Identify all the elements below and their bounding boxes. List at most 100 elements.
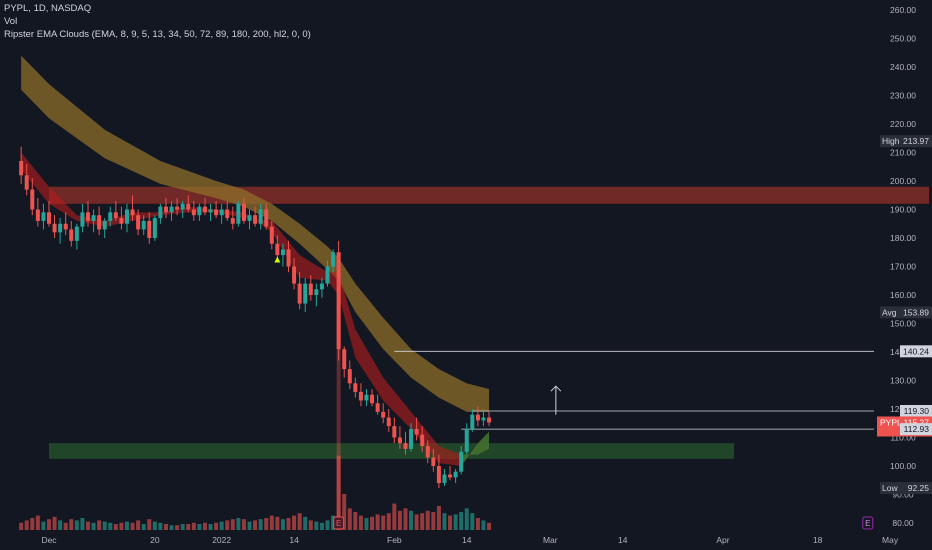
earnings-marker (862, 516, 874, 530)
x-tick-label: May (882, 535, 899, 545)
volume-bar (370, 516, 375, 530)
stat-value: 153.89 (903, 307, 929, 317)
candle-body (253, 215, 258, 224)
indicator-legend[interactable]: Ripster EMA Clouds (EMA, 8, 9, 5, 13, 34… (4, 29, 311, 40)
candle-body (275, 243, 280, 256)
candle-body (347, 369, 352, 384)
volume-bar (442, 513, 447, 530)
candle-body (169, 206, 174, 213)
volume-bar (147, 519, 152, 530)
time-axis[interactable]: Dec20202214Feb14Mar14Apr18May16Jun14Jul (41, 535, 932, 545)
volume-bar (403, 508, 408, 530)
y-tick-label: 110.00 (890, 433, 916, 443)
candle-body (364, 394, 369, 401)
stat-value: 92.25 (908, 483, 930, 493)
candle-body (197, 206, 202, 216)
horizontal-lines[interactable] (394, 350, 874, 430)
earnings-marker-label: E (865, 519, 870, 528)
candle-body (97, 215, 102, 230)
volume-bar (69, 519, 74, 530)
ema-cloud-bullish-cross (461, 431, 490, 466)
volume-bar (230, 519, 235, 530)
current-price-symbol: PYPL (880, 417, 902, 427)
candle-body (409, 428, 414, 449)
candle-body (453, 471, 458, 478)
volume-bar (364, 518, 369, 530)
volume-bar (74, 520, 79, 530)
volume-bar (41, 521, 46, 530)
candle-body (24, 175, 29, 190)
earnings-marker (333, 516, 345, 530)
volume-bar (436, 506, 441, 530)
volume-bar (202, 522, 207, 530)
candle-body (448, 474, 453, 478)
volume-bar (186, 524, 191, 530)
volume-bar (119, 522, 124, 530)
candle-body (124, 209, 129, 224)
volume-bar (91, 522, 96, 530)
volume-bar (219, 521, 224, 530)
volume-bar (169, 525, 174, 530)
volume-bar (386, 513, 391, 530)
candle-body (397, 437, 402, 444)
volume-bar (481, 520, 486, 530)
candle-body (319, 283, 324, 290)
candle-body (80, 212, 85, 227)
gap-down-bar (336, 252, 341, 530)
level-price-tag (900, 423, 932, 436)
y-tick-label: 230.00 (890, 91, 916, 101)
stat-label: Avg (882, 307, 897, 317)
volume-bar (236, 518, 241, 530)
candle-body (175, 206, 180, 210)
resistance-zone (49, 186, 930, 204)
candle-body (52, 223, 57, 233)
signal-triangle-up (274, 256, 281, 263)
volume-bar (97, 520, 102, 530)
volume-bar (47, 519, 51, 530)
volume-bar (453, 514, 458, 530)
volume-bar (331, 515, 336, 530)
candle-body (130, 209, 135, 216)
candle-body (208, 209, 213, 213)
candle-body (136, 215, 141, 230)
x-tick-label: 2022 (212, 535, 231, 545)
candle-body (236, 203, 241, 224)
volume-bar (475, 518, 480, 530)
volume-bar (319, 522, 324, 530)
volume-bar (152, 521, 157, 530)
candle-body (147, 220, 152, 238)
volume-bar (241, 519, 246, 530)
candle-body (331, 252, 336, 267)
volume-bar (314, 521, 319, 530)
y-tick-label: 170.00 (890, 262, 916, 272)
level-price-tag (900, 404, 932, 417)
candle-body (286, 249, 291, 267)
volume-bar (459, 512, 464, 530)
stat-value-box (900, 135, 932, 148)
volume-bar (275, 516, 280, 530)
candle-body (436, 466, 441, 484)
x-tick-label: Feb (387, 535, 402, 545)
candle-body (141, 220, 146, 230)
current-price-value: 115.27 (904, 417, 930, 427)
volume-bar (487, 522, 492, 530)
symbol-title[interactable]: PYPL, 1D, NASDAQ (4, 3, 92, 14)
candle-body (152, 218, 157, 238)
x-tick-label: Mar (543, 535, 558, 545)
volume-bar (108, 522, 113, 530)
volume-bar (175, 525, 180, 530)
volume-bar (297, 513, 302, 530)
volume-bar (52, 516, 57, 530)
volume-bar (24, 520, 29, 530)
y-tick-label: 130.00 (890, 376, 916, 386)
volume-legend[interactable]: Vol (4, 16, 18, 27)
volume-bar (292, 515, 297, 530)
candle-body (386, 417, 391, 427)
candle-body (41, 212, 46, 221)
volume-bar (30, 518, 35, 530)
annotations[interactable] (550, 385, 562, 415)
x-tick-label: 14 (462, 535, 472, 545)
volume-bar (420, 513, 425, 530)
candle-body (292, 266, 297, 284)
